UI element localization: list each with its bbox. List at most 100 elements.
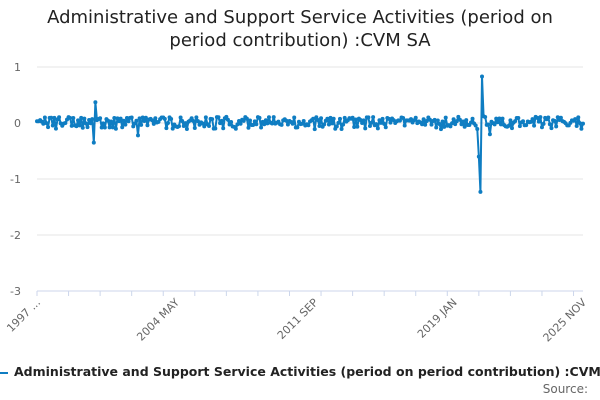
data-point (271, 115, 276, 120)
data-point (238, 121, 243, 126)
data-point (454, 119, 459, 124)
data-point (420, 122, 425, 127)
data-point (442, 124, 447, 129)
data-point (88, 121, 93, 126)
chart-title: Administrative and Support Service Activ… (0, 6, 600, 52)
x-tick-label: 2025 NOV (541, 296, 590, 345)
data-point (265, 121, 270, 126)
data-point (123, 122, 128, 127)
data-point (424, 118, 429, 123)
data-point (290, 121, 295, 126)
data-point (106, 118, 111, 123)
data-point (74, 124, 79, 129)
data-point (195, 119, 200, 124)
data-point (71, 116, 76, 121)
data-point (315, 117, 320, 122)
data-point (126, 119, 131, 124)
data-point (383, 125, 388, 130)
y-tick-label: -2 (10, 229, 21, 242)
data-point (107, 125, 112, 130)
data-point (150, 118, 155, 123)
data-point (437, 122, 442, 126)
legend-swatch (0, 371, 8, 374)
data-point (113, 126, 118, 131)
data-point (279, 122, 284, 127)
data-point (207, 123, 212, 128)
data-point (284, 118, 289, 123)
data-point (82, 116, 87, 121)
legend-label: Administrative and Support Service Activ… (14, 364, 600, 379)
data-point (225, 117, 230, 122)
data-point (421, 117, 426, 122)
data-point (153, 116, 158, 121)
data-point (547, 122, 552, 127)
data-point (363, 126, 368, 131)
x-axis: 1997 ... 2004 MAY 2011 SEP 2019 JAN 2025 NOV (4, 290, 590, 345)
data-point (371, 115, 376, 120)
data-point (109, 119, 114, 124)
data-point (110, 125, 115, 130)
data-point (42, 115, 47, 120)
data-point (337, 116, 342, 121)
data-point (118, 116, 123, 121)
data-point (382, 121, 387, 126)
data-point (98, 116, 103, 121)
data-point (350, 115, 355, 120)
data-point (524, 123, 529, 128)
data-point (538, 115, 543, 120)
data-point (508, 118, 513, 123)
data-point (380, 116, 385, 121)
data-point (358, 118, 363, 123)
data-point (532, 123, 537, 128)
data-point (216, 115, 221, 120)
data-point (221, 126, 226, 131)
data-point (177, 124, 182, 129)
data-point (85, 125, 90, 130)
data-point (473, 123, 478, 128)
data-point (101, 121, 106, 126)
data-point (451, 117, 456, 122)
data-point (408, 117, 413, 122)
data-point (129, 115, 134, 120)
data-point (44, 121, 49, 126)
data-point (184, 126, 189, 131)
chart-title-line-2: period contribution) :CVM SA (169, 30, 431, 51)
data-point (470, 116, 475, 121)
data-point (143, 115, 148, 120)
data-point (63, 120, 68, 125)
data-point (254, 122, 259, 127)
data-point (352, 125, 357, 130)
data-point (397, 118, 402, 123)
data-point (353, 117, 358, 122)
legend[interactable]: Administrative and Support Service Activ… (0, 364, 600, 382)
data-point (475, 126, 480, 131)
data-point (574, 124, 579, 129)
data-point (497, 116, 502, 121)
data-point (402, 123, 407, 128)
x-tick-label: 2004 MAY (134, 296, 182, 344)
data-point (577, 121, 582, 126)
data-point (52, 115, 57, 120)
data-point (90, 117, 95, 122)
data-point (391, 118, 396, 123)
data-point (334, 124, 339, 129)
data-point (202, 124, 207, 129)
data-point (500, 116, 505, 121)
data-point (388, 120, 393, 125)
data-point (413, 115, 418, 120)
data-point (530, 117, 535, 122)
data-point (142, 119, 147, 124)
data-point (476, 154, 481, 159)
data-point (292, 115, 297, 120)
data-point (121, 118, 126, 123)
data-point (579, 126, 584, 131)
data-point (224, 114, 229, 119)
data-point (341, 122, 346, 127)
data-point (145, 123, 150, 128)
data-point (259, 125, 264, 130)
data-point (285, 122, 290, 127)
source-note: Source: (542, 382, 588, 396)
data-point (140, 115, 145, 120)
data-point (423, 122, 428, 127)
